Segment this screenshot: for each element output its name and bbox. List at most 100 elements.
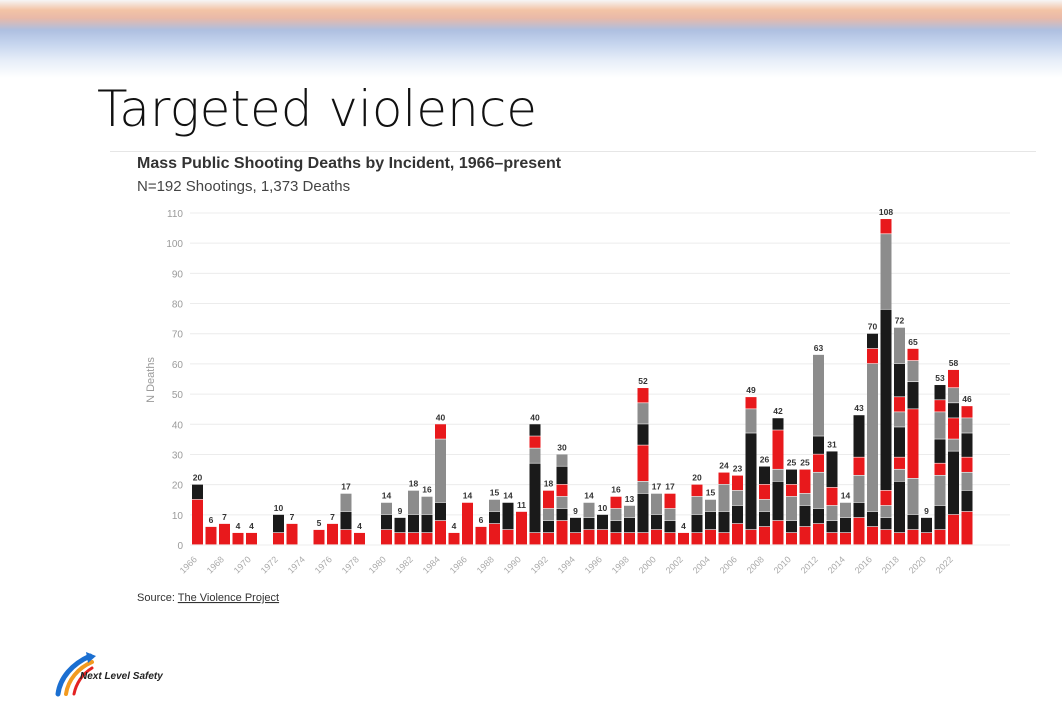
bar-segment <box>894 363 905 397</box>
bar-segment <box>583 529 595 545</box>
bar-segment <box>894 469 905 482</box>
bar-segment <box>273 514 284 533</box>
x-tick-label: 2018 <box>880 554 901 575</box>
bar-segment <box>759 484 770 500</box>
bar-segment <box>718 511 730 533</box>
bar-segment <box>664 532 676 545</box>
bar-total-label: 70 <box>868 322 878 332</box>
y-tick-label: 100 <box>166 239 183 250</box>
bar-segment <box>718 484 730 512</box>
bar-segment <box>435 502 446 521</box>
bar-segment <box>691 532 703 545</box>
bar-segment <box>286 523 298 545</box>
bar-segment <box>732 490 743 506</box>
bar-total-label: 72 <box>895 316 905 326</box>
bar-segment <box>894 427 905 457</box>
bar-total-label: 4 <box>249 521 254 531</box>
x-tick-label: 2012 <box>799 554 820 575</box>
bar-segment <box>772 469 784 482</box>
bar-segment <box>705 511 716 530</box>
bar-segment <box>853 517 865 545</box>
bar-segment <box>570 517 581 533</box>
bar-segment <box>907 382 919 409</box>
x-tick-label: 1974 <box>286 554 307 575</box>
bar-segment <box>192 484 203 500</box>
bar-segment <box>408 490 419 515</box>
bar-segment <box>853 415 865 457</box>
chart-subtitle: N=192 Shootings, 1,373 Deaths <box>137 178 350 195</box>
x-tick-labels: 1966 1968 1970 1972 1974 1976 1978 1980 1982 1984… <box>178 554 955 575</box>
bar-segment <box>448 532 460 545</box>
bar-segment <box>799 505 811 527</box>
y-tick-label: 30 <box>172 450 184 461</box>
bar-segment <box>502 502 514 530</box>
bar-segment <box>529 532 541 545</box>
bar-segment <box>813 354 824 436</box>
bar-segment <box>934 412 946 439</box>
bar-segment <box>313 529 325 545</box>
bar-segment <box>462 502 473 545</box>
bar-segment <box>543 490 554 509</box>
bar-total-label: 16 <box>422 485 432 495</box>
bar-segment <box>421 532 433 545</box>
bar-segment <box>435 439 446 503</box>
bar-segment <box>543 508 554 521</box>
bar-segment <box>799 493 811 506</box>
bar-segment <box>961 406 973 418</box>
chart-source: Source: The Violence Project <box>137 592 279 604</box>
bar-segment <box>840 517 851 533</box>
bar-segment <box>570 532 581 545</box>
source-prefix: Source: <box>137 592 178 604</box>
bar-total-label: 43 <box>854 403 864 413</box>
x-tick-label: 1986 <box>448 554 469 575</box>
bar-segment <box>921 532 932 545</box>
bar-total-label: 5 <box>317 518 322 528</box>
bar-segment <box>340 511 352 530</box>
bar-total-label: 4 <box>236 521 241 531</box>
bar-total-label: 16 <box>611 485 621 495</box>
bar-total-label: 14 <box>503 491 513 501</box>
bar-segment <box>543 520 554 533</box>
bar-segment <box>894 327 905 364</box>
bar-total-label: 31 <box>827 439 837 449</box>
x-tick-label: 1972 <box>259 554 280 575</box>
bar-segment <box>475 526 487 545</box>
bar-segment <box>826 532 838 545</box>
slide-title: Targeted violence <box>97 80 538 138</box>
bar-segment <box>651 514 662 530</box>
bar-segment <box>880 529 892 545</box>
bar-total-label: 23 <box>733 464 743 474</box>
bar-segment <box>637 403 649 424</box>
bar-segment <box>732 475 743 491</box>
bar-segment <box>948 514 959 545</box>
bar-segment <box>786 532 797 545</box>
bar-segment <box>799 469 811 494</box>
bar-total-label: 15 <box>490 488 500 498</box>
y-tick-label: 50 <box>172 390 184 401</box>
bar-segment <box>192 499 203 545</box>
bar-segment <box>543 532 554 545</box>
source-link[interactable]: The Violence Project <box>178 592 279 604</box>
bar-total-label: 14 <box>382 491 392 501</box>
bar-segment <box>705 529 716 545</box>
y-tick-label: 80 <box>172 300 184 311</box>
bar-total-label: 4 <box>681 521 686 531</box>
y-tick-labels: 0 10 20 30 40 50 60 70 80 90 100 110 <box>166 209 183 552</box>
bar-segment <box>556 454 568 466</box>
slide-header-band <box>0 0 1062 78</box>
bar-segment <box>610 496 622 509</box>
bar-total-label: 49 <box>746 385 756 395</box>
x-tick-label: 1976 <box>313 554 334 575</box>
x-tick-label: 2002 <box>664 554 685 575</box>
bar-segment <box>691 484 703 497</box>
bar-total-label: 40 <box>436 412 446 422</box>
logo-text: Next Level Safety <box>80 671 163 682</box>
bar-segment <box>880 517 892 530</box>
bar-segment <box>340 493 352 512</box>
x-tick-label: 1988 <box>475 554 496 575</box>
bar-segment <box>678 532 689 545</box>
bar-segment <box>624 505 635 518</box>
bar-total-label: 46 <box>962 394 972 404</box>
bar-segment <box>408 532 419 545</box>
